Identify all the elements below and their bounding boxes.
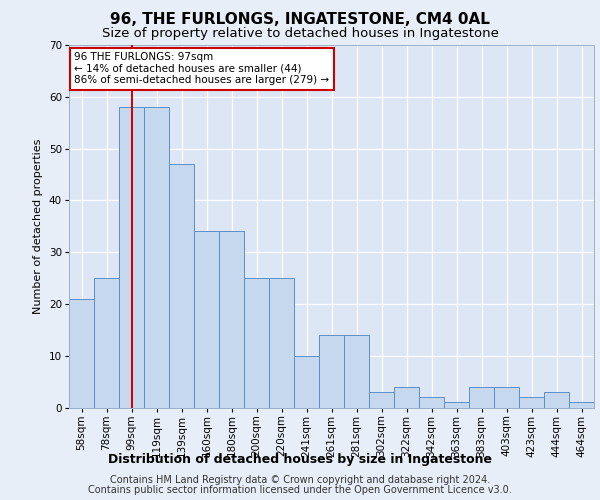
Bar: [294, 356, 319, 408]
Bar: [369, 392, 394, 407]
Bar: [144, 107, 169, 408]
Text: Distribution of detached houses by size in Ingatestone: Distribution of detached houses by size …: [108, 452, 492, 466]
Bar: [244, 278, 269, 407]
Text: 96, THE FURLONGS, INGATESTONE, CM4 0AL: 96, THE FURLONGS, INGATESTONE, CM4 0AL: [110, 12, 490, 28]
Bar: [319, 335, 344, 407]
Text: 96 THE FURLONGS: 97sqm
← 14% of detached houses are smaller (44)
86% of semi-det: 96 THE FURLONGS: 97sqm ← 14% of detached…: [74, 52, 329, 86]
Text: Contains public sector information licensed under the Open Government Licence v3: Contains public sector information licen…: [88, 485, 512, 495]
Bar: [194, 232, 219, 408]
Bar: [444, 402, 469, 407]
Bar: [219, 232, 244, 408]
Bar: [469, 387, 494, 407]
Bar: [169, 164, 194, 408]
Bar: [569, 402, 594, 407]
Bar: [519, 397, 544, 407]
Text: Contains HM Land Registry data © Crown copyright and database right 2024.: Contains HM Land Registry data © Crown c…: [110, 475, 490, 485]
Y-axis label: Number of detached properties: Number of detached properties: [34, 138, 43, 314]
Bar: [544, 392, 569, 407]
Bar: [119, 107, 144, 408]
Bar: [494, 387, 519, 407]
Bar: [269, 278, 294, 407]
Text: Size of property relative to detached houses in Ingatestone: Size of property relative to detached ho…: [101, 28, 499, 40]
Bar: [94, 278, 119, 407]
Bar: [419, 397, 444, 407]
Bar: [69, 298, 94, 408]
Bar: [344, 335, 369, 407]
Bar: [394, 387, 419, 407]
